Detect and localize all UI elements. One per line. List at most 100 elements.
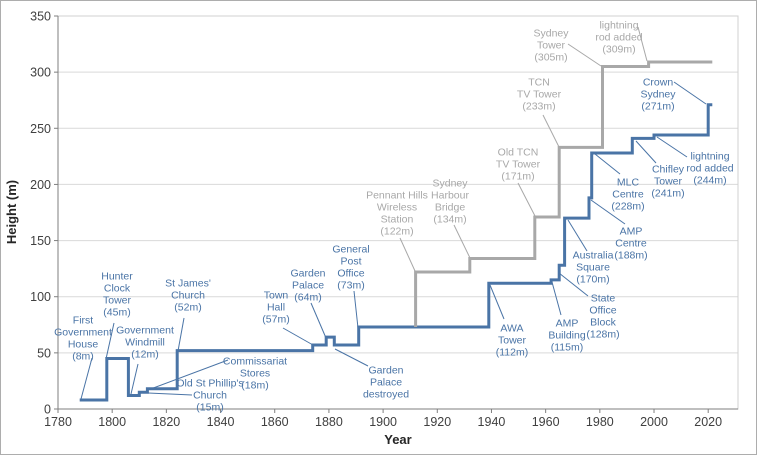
annotation-text-hunter-clock-tower-line2: Clock	[104, 283, 131, 295]
annotation-text-old-tcn-tv-tower-line3: (171m)	[501, 171, 534, 183]
annotation-text-state-office-block-line1: State	[591, 293, 616, 305]
annotation-leader-chifley-tower	[635, 140, 657, 164]
annotation-st-james-church: St James'Church(52m)	[165, 278, 211, 352]
annotation-text-old-tcn-tv-tower-line2: TV Tower	[496, 159, 541, 171]
annotation-text-garden-palace-destroyed-line2: Palace	[370, 377, 402, 389]
axes: 0 50 100 150 200 250 300 350 1780 1800 1820 1840 186…	[30, 10, 738, 429]
annotation-text-town-hall-line1: Town	[264, 290, 289, 302]
annotation-text-chifley-tower-line2: Tower	[654, 176, 683, 188]
annotation-text-st-james-church-line3: (52m)	[174, 302, 201, 314]
annotation-text-chifley-tower-line3: (241m)	[651, 188, 684, 200]
x-tick-label-1840: 1840	[207, 415, 235, 429]
annotation-text-general-post-office-line4: (73m)	[337, 280, 364, 292]
y-tick-label-200: 200	[30, 178, 51, 192]
series-lines	[79, 60, 713, 402]
annotation-leader-crown-sydney	[673, 81, 707, 105]
x-tick-label-1880: 1880	[315, 415, 343, 429]
annotation-leader-government-windmill	[130, 363, 139, 395]
annotation-text-hunter-clock-tower-line4: (45m)	[103, 307, 130, 319]
x-tick-label-2000: 2000	[640, 415, 668, 429]
y-tick-label-50: 50	[37, 346, 51, 360]
annotation-text-government-windmill-line2: Windmill	[125, 337, 165, 349]
x-tick-label-1800: 1800	[98, 415, 126, 429]
annotation-text-first-government-house-line1: First	[73, 315, 93, 327]
annotation-text-general-post-office-line2: Post	[340, 256, 361, 268]
gridlines	[57, 15, 739, 410]
annotation-leader-amp-building	[551, 281, 562, 316]
annotation-text-sydney-harbour-bridge-line1: Sydney	[432, 178, 468, 190]
annotation-leader-old-tcn-tv-tower	[517, 182, 536, 217]
annotation-text-general-post-office-line3: Office	[337, 268, 364, 280]
annotation-leader-first-government-house	[80, 357, 93, 400]
annotation-leader-hunter-clock-tower	[105, 322, 115, 360]
annotation-text-pennant-hills-wireless-station-line1: Pennant Hills	[366, 190, 428, 202]
annotation-text-lightning-rod-244-line2: rod added	[686, 163, 733, 175]
x-tick-label-1920: 1920	[423, 415, 451, 429]
y-tick-label-250: 250	[30, 122, 51, 136]
annotation-leader-st-james-church	[177, 317, 185, 352]
annotation-text-tcn-tv-tower-line1: TCN	[528, 77, 550, 89]
annotation-text-commissariat-stores-line1: Commissariat	[223, 356, 287, 368]
annotation-leader-sydney-harbour-bridge	[453, 224, 471, 259]
annotation-text-sydney-harbour-bridge-line3: Bridge	[435, 202, 466, 214]
annotation-leader-australia-square	[567, 219, 588, 252]
annotation-text-pennant-hills-wireless-station-line3: Station	[381, 214, 414, 226]
annotation-leader-sydney-tower	[567, 43, 602, 67]
annotation-text-hunter-clock-tower-line1: Hunter	[101, 271, 133, 283]
annotation-text-st-james-church-line2: Church	[171, 290, 205, 302]
annotation-text-australia-square-line3: (170m)	[576, 274, 609, 286]
annotation-text-amp-building-line1: AMP	[556, 318, 579, 330]
x-axis-title: Year	[384, 432, 411, 447]
annotation-text-mlc-centre-line3: (228m)	[611, 201, 644, 213]
annotation-text-lightning-rod-244-line3: (244m)	[693, 175, 726, 187]
annotation-text-lightning-rod-309-line2: rod added	[595, 32, 642, 44]
annotation-leader-garden-palace	[310, 302, 327, 339]
series-tallest-structures-line	[414, 60, 713, 327]
annotation-text-general-post-office-line1: General	[332, 244, 369, 256]
y-tick-label-300: 300	[30, 66, 51, 80]
annotation-text-garden-palace-destroyed-line1: Garden	[368, 365, 403, 377]
annotation-text-old-st-phillips-church-line3: (15m)	[196, 402, 223, 414]
annotation-text-lightning-rod-309-line3: (309m)	[602, 44, 635, 56]
annotation-leader-old-st-phillips-church	[147, 392, 193, 396]
annotation-text-lightning-rod-309-line1: lightning	[599, 20, 638, 32]
annotation-text-garden-palace-line2: Palace	[292, 280, 324, 292]
annotation-text-state-office-block-line3: Block	[590, 317, 616, 329]
annotation-text-crown-sydney-line1: Crown	[643, 77, 674, 89]
annotation-text-commissariat-stores-line3: (18m)	[241, 380, 268, 392]
annotation-text-government-windmill-line1: Government	[116, 325, 174, 337]
annotation-text-pennant-hills-wireless-station-line4: (122m)	[380, 226, 413, 238]
annotation-text-chifley-tower-line1: Chifley	[652, 164, 685, 176]
annotation-text-st-james-church-line1: St James'	[165, 278, 211, 290]
annotation-leader-tcn-tv-tower	[542, 114, 560, 148]
annotation-leader-pennant-hills-wireless-station	[399, 237, 416, 272]
annotation-text-garden-palace-destroyed-line3: destroyed	[363, 389, 409, 401]
annotation-text-first-government-house-line4: (8m)	[72, 351, 94, 363]
annotation-text-tcn-tv-tower-line3: (233m)	[522, 101, 555, 113]
y-tick-label-0: 0	[44, 403, 51, 417]
annotation-leader-town-hall	[282, 327, 314, 346]
annotation-text-state-office-block-line2: Office	[589, 305, 616, 317]
annotation-text-crown-sydney-line2: Sydney	[640, 89, 676, 101]
annotation-text-amp-building-line2: Building	[548, 330, 586, 342]
y-tick-label-100: 100	[30, 290, 51, 304]
annotation-text-mlc-centre-line1: MLC	[617, 177, 640, 189]
x-tick-label-1780: 1780	[44, 415, 72, 429]
